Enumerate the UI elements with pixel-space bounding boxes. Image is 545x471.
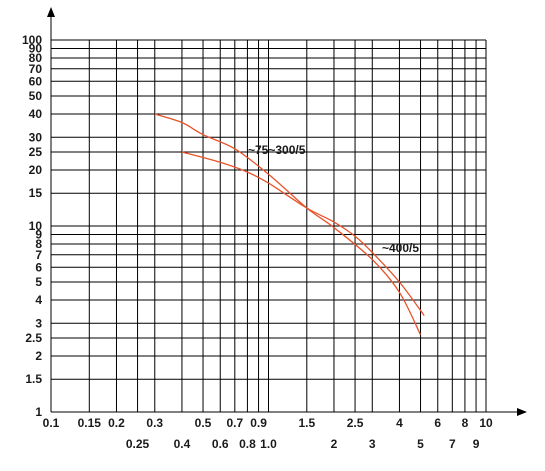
x-tick-label: 1.0 <box>260 437 277 451</box>
x-tick-label: 4 <box>396 416 403 430</box>
x-tick-label: 1.5 <box>298 416 315 430</box>
y-tick-label: 70 <box>29 62 43 76</box>
series-line-1 <box>154 113 422 336</box>
curve-label-400: ~400/5 <box>382 241 419 255</box>
y-tick-label: 2 <box>35 349 42 363</box>
x-tick-label: 2 <box>331 437 338 451</box>
y-tick-label: 9 <box>35 228 42 242</box>
x-tick-label: 0.6 <box>212 437 229 451</box>
y-tick-label: 1.5 <box>25 372 42 386</box>
x-tick-label: 0.1 <box>43 416 60 430</box>
x-tick-label: 9 <box>473 437 480 451</box>
x-tick-label: 0.4 <box>174 437 191 451</box>
axes <box>47 7 527 416</box>
x-tick-label: 0.25 <box>126 437 150 451</box>
x-tick-label: 7 <box>449 437 456 451</box>
y-tick-label: 1 <box>35 405 42 419</box>
x-tick-label: 3 <box>369 437 376 451</box>
y-tick-label: 8 <box>35 237 42 251</box>
x-tick-label: 0.3 <box>146 416 163 430</box>
x-tick-label: 0.9 <box>250 416 267 430</box>
x-tick-label: 0.7 <box>226 416 243 430</box>
series-line-2 <box>181 151 425 316</box>
y-tick-label: 2.5 <box>25 331 42 345</box>
y-axis-arrowhead <box>47 7 55 17</box>
y-tick-label: 7 <box>35 248 42 262</box>
x-tick-label: 0.5 <box>195 416 212 430</box>
y-tick-label: 6 <box>35 260 42 274</box>
series-lines <box>154 113 425 336</box>
y-tick-label: 100 <box>22 33 42 47</box>
y-tick-label: 4 <box>35 293 42 307</box>
y-tick-label: 40 <box>29 107 43 121</box>
x-tick-label: 2.5 <box>347 416 364 430</box>
y-tick-label: 50 <box>29 89 43 103</box>
grid-lines <box>51 39 487 412</box>
y-tick-label: 3 <box>35 316 42 330</box>
y-tick-label: 30 <box>29 130 43 144</box>
x-tick-label: 0.15 <box>78 416 102 430</box>
y-tick-label: 90 <box>29 42 43 56</box>
x-tick-label: 10 <box>479 416 493 430</box>
y-tick-label: 5 <box>35 275 42 289</box>
curve-label-75-300: ~75~300/5 <box>248 143 306 157</box>
x-tick-label: 0.2 <box>108 416 125 430</box>
y-tick-label: 25 <box>29 145 43 159</box>
y-tick-label: 15 <box>29 186 43 200</box>
x-tick-label: 8 <box>462 416 469 430</box>
y-tick-label: 80 <box>29 51 43 65</box>
x-axis-arrowhead <box>517 408 527 416</box>
y-tick-label: 20 <box>29 163 43 177</box>
y-tick-label: 10 <box>29 219 43 233</box>
tick-labels: 0.1 0.15 0.2 0.3 0.5 0.7 0.9 1.5 2.5 4 6 8 10 0.25 0.4… <box>22 33 493 451</box>
x-tick-label: 0.8 <box>239 437 256 451</box>
x-tick-label: 6 <box>434 416 441 430</box>
x-tick-label: 5 <box>417 437 424 451</box>
y-tick-label: 60 <box>29 74 43 88</box>
